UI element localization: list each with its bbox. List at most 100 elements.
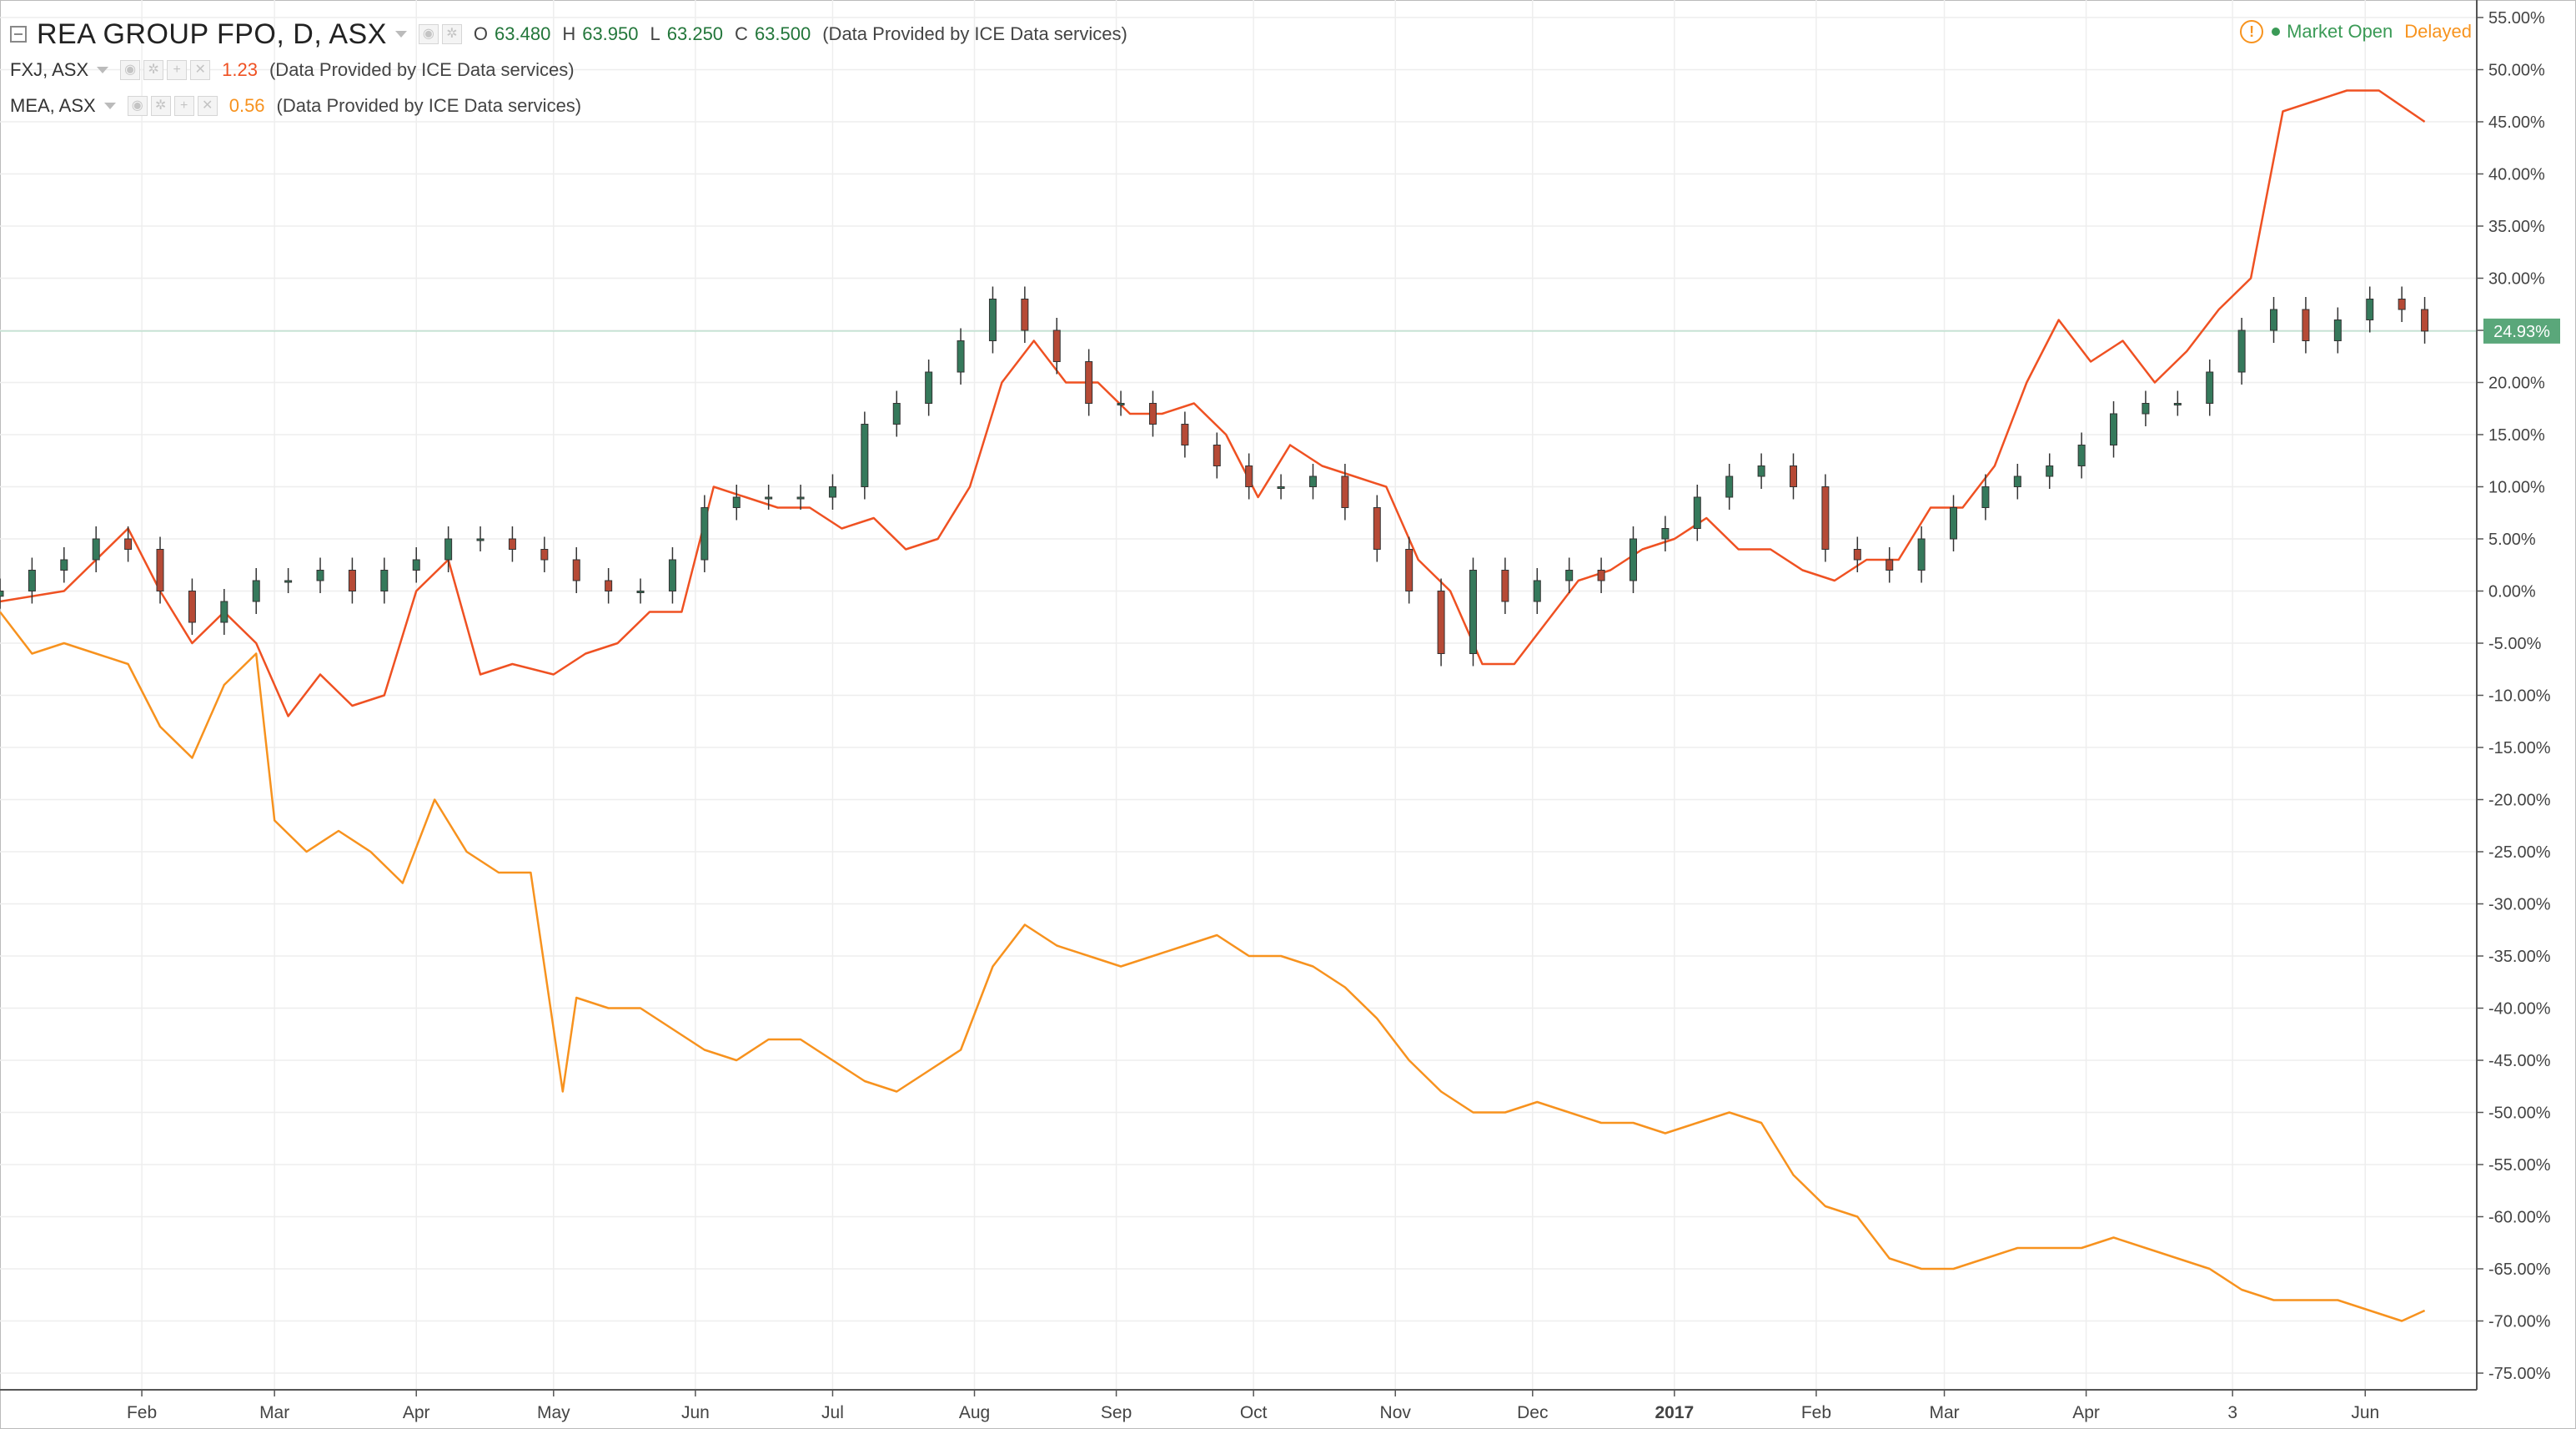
x-tick-label: Feb — [1801, 1403, 1831, 1422]
candle-body — [2270, 309, 2278, 331]
eye-icon[interactable]: ◉ — [127, 96, 148, 116]
x-tick-label: Apr — [2072, 1403, 2100, 1422]
candle-body — [284, 580, 293, 583]
warning-circle-icon[interactable]: ! — [2240, 20, 2264, 43]
candle-body — [1661, 528, 1670, 540]
candle-body — [988, 299, 997, 341]
y-tick-label: -35.00% — [2488, 948, 2551, 966]
candle-body — [1917, 538, 1926, 571]
candle-body — [156, 549, 164, 591]
candle-body — [2421, 309, 2429, 332]
x-tick-label: Apr — [403, 1403, 430, 1422]
candle-body — [796, 496, 805, 500]
close-value: 63.500 — [754, 23, 811, 44]
candle-body — [2237, 330, 2246, 373]
candle-body — [1597, 570, 1605, 581]
eye-icon[interactable]: ◉ — [120, 60, 141, 80]
y-tick-label: -70.00% — [2488, 1313, 2551, 1331]
data-provider-note: (Data Provided by ICE Data services) — [276, 95, 582, 116]
y-tick-label: 45.00% — [2488, 113, 2545, 132]
candle-body — [1950, 507, 1958, 540]
fxj-value: 1.23 — [222, 59, 258, 80]
candle-body — [1886, 559, 1894, 571]
candle-body — [2398, 299, 2406, 310]
y-tick-label: 40.00% — [2488, 166, 2545, 184]
candle-body — [1981, 486, 1990, 508]
candle-body — [1341, 475, 1349, 508]
candle-body — [2333, 320, 2342, 341]
candle-body — [636, 591, 645, 593]
candle-body — [1790, 465, 1798, 487]
candle-body — [1181, 424, 1189, 445]
candle-body — [732, 496, 741, 508]
chevron-down-icon[interactable] — [97, 67, 109, 73]
x-tick-label: Mar — [259, 1403, 289, 1422]
x-tick-label: 3 — [2227, 1403, 2237, 1422]
mea-symbol[interactable]: MEA, ASX — [10, 95, 96, 116]
candle-body — [124, 538, 133, 550]
close-icon[interactable]: ✕ — [197, 96, 218, 116]
chevron-down-icon[interactable] — [394, 31, 407, 38]
x-tick-label: Jul — [821, 1403, 844, 1422]
y-tick-label: -30.00% — [2488, 896, 2551, 914]
candle-body — [2110, 413, 2118, 445]
y-tick-label: -25.00% — [2488, 843, 2551, 862]
candle-body — [2173, 403, 2182, 405]
candle-body — [572, 559, 580, 581]
symbol-title[interactable]: REA GROUP FPO, D, ASX — [37, 18, 387, 50]
candle-body — [2302, 309, 2310, 341]
candle-body — [28, 570, 36, 591]
close-icon[interactable]: ✕ — [190, 60, 211, 80]
x-tick-label: 2017 — [1655, 1403, 1695, 1422]
chevron-down-icon[interactable] — [103, 103, 116, 109]
candle-body — [2077, 445, 2086, 466]
fxj-symbol[interactable]: FXJ, ASX — [10, 59, 89, 80]
gear-icon[interactable]: ✲ — [143, 60, 164, 80]
low-key: L — [650, 23, 660, 44]
candle-body — [668, 559, 676, 591]
candle-body — [1277, 486, 1285, 489]
candle-body — [1148, 403, 1157, 425]
y-tick-label: 10.00% — [2488, 479, 2545, 497]
plus-icon[interactable]: + — [173, 96, 194, 116]
x-tick-label: Jun — [681, 1403, 710, 1422]
candle-body — [444, 538, 453, 561]
candle-body — [380, 570, 389, 591]
candle-body — [605, 580, 613, 591]
gear-icon[interactable]: ✲ — [150, 96, 171, 116]
market-open-text: Market Open — [2287, 21, 2393, 42]
candle-body — [1693, 496, 1701, 529]
mea-value: 0.56 — [228, 95, 265, 116]
candle-body — [1469, 570, 1477, 654]
candle-body — [1853, 549, 1861, 561]
candle-body — [1725, 475, 1734, 498]
open-key: O — [473, 23, 489, 44]
candle-body — [1437, 591, 1445, 654]
candle-body — [1021, 299, 1029, 331]
y-tick-label: 20.00% — [2488, 375, 2545, 393]
market-status: ! Market Open Delayed — [2240, 17, 2472, 47]
x-tick-label: May — [537, 1403, 570, 1422]
y-tick-label: 50.00% — [2488, 62, 2545, 80]
y-tick-label: 15.00% — [2488, 426, 2545, 445]
eye-icon[interactable]: ◉ — [418, 24, 439, 44]
y-tick-label: 35.00% — [2488, 218, 2545, 236]
delayed-text[interactable]: Delayed — [2404, 21, 2472, 42]
mea-series-line — [0, 611, 2426, 1322]
candle-body — [1245, 465, 1253, 487]
y-tick-label: 5.00% — [2488, 531, 2536, 549]
gear-icon[interactable]: ✲ — [441, 24, 462, 44]
fxj-legend-row: FXJ, ASX ◉ ✲ + ✕ 1.23 (Data Provided by … — [10, 53, 575, 87]
candle-body — [2142, 403, 2150, 415]
open-value: 63.480 — [495, 23, 551, 44]
collapse-square-icon[interactable] — [10, 26, 27, 43]
x-tick-label: Mar — [1929, 1403, 1959, 1422]
candle-body — [1757, 465, 1765, 477]
plus-icon[interactable]: + — [167, 60, 188, 80]
x-tick-label: Feb — [127, 1403, 157, 1422]
y-tick-label: -20.00% — [2488, 792, 2551, 810]
candle-body — [1629, 538, 1637, 581]
y-tick-label: -5.00% — [2488, 635, 2542, 653]
